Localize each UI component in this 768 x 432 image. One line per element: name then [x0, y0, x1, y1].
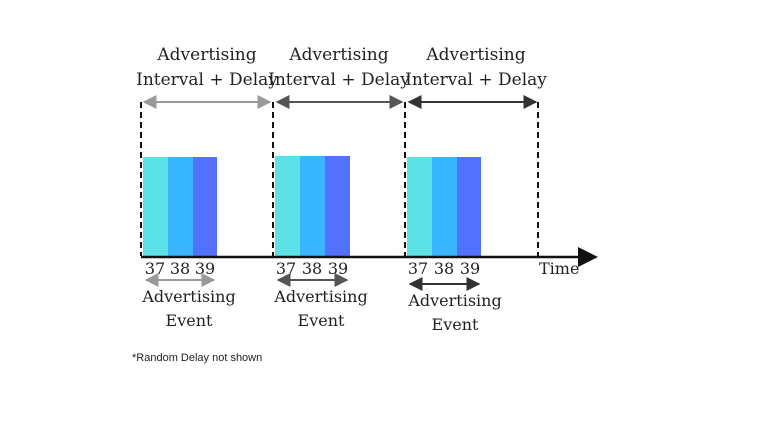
event-3-label-line1: Advertising — [407, 291, 501, 310]
event-3-channel-39-block — [457, 157, 481, 257]
advertising-event-3-blocks — [407, 157, 481, 257]
event-1-label-line2: Event — [166, 311, 213, 330]
event-3-channel-38-block — [432, 157, 457, 257]
event-2-channel-39-block — [325, 156, 350, 257]
event-3-label-line2: Event — [432, 315, 479, 334]
interval-1-label-line2: Interval + Delay — [136, 70, 278, 90]
interval-3: Advertising Interval + Delay — [405, 45, 547, 109]
event-2-label-line2: Event — [298, 311, 345, 330]
event-3-channel-labels: 37 38 39 — [408, 259, 480, 278]
event-2-channel-labels: 37 38 39 — [276, 259, 348, 278]
event-2-label-line1: Advertising — [273, 287, 367, 306]
event-1-channel-39-block — [193, 157, 217, 257]
interval-1-label-line1: Advertising — [156, 45, 256, 65]
event-2-channel-38-block — [300, 156, 325, 257]
event-3-channel-37-block — [407, 157, 432, 257]
event-1-channel-39-label: 39 — [195, 259, 215, 278]
event-3-channel-37-label: 37 — [408, 259, 428, 278]
interval-3-label-line1: Advertising — [425, 45, 525, 65]
event-3-channel-38-label: 38 — [434, 259, 454, 278]
interval-3-label-line2: Interval + Delay — [405, 70, 547, 90]
event-1-channel-37-label: 37 — [145, 259, 165, 278]
interval-2-label-line1: Advertising — [288, 45, 388, 65]
event-1: Advertising Event — [141, 273, 236, 330]
event-3-channel-39-label: 39 — [460, 259, 480, 278]
event-2-channel-37-label: 37 — [276, 259, 296, 278]
time-axis-label: Time — [539, 259, 579, 278]
event-1-label-line1: Advertising — [141, 287, 235, 306]
interval-2-label-line2: Interval + Delay — [268, 70, 410, 90]
event-1-channel-38-label: 38 — [170, 259, 190, 278]
interval-2: Advertising Interval + Delay — [268, 45, 410, 109]
event-3: Advertising Event — [407, 277, 502, 334]
advertising-event-1-blocks — [143, 157, 217, 257]
event-1-channel-37-block — [143, 157, 168, 257]
advertising-event-2-blocks — [275, 156, 350, 257]
event-2-channel-39-label: 39 — [328, 259, 348, 278]
event-1-channel-38-block — [168, 157, 193, 257]
event-1-channel-labels: 37 38 39 — [145, 259, 215, 278]
event-2-channel-38-label: 38 — [302, 259, 322, 278]
interval-boundaries — [140, 102, 539, 256]
interval-1: Advertising Interval + Delay — [136, 45, 278, 109]
event-2-channel-37-block — [275, 156, 300, 257]
event-2: Advertising Event — [273, 273, 368, 330]
footnote: *Random Delay not shown — [132, 352, 262, 364]
